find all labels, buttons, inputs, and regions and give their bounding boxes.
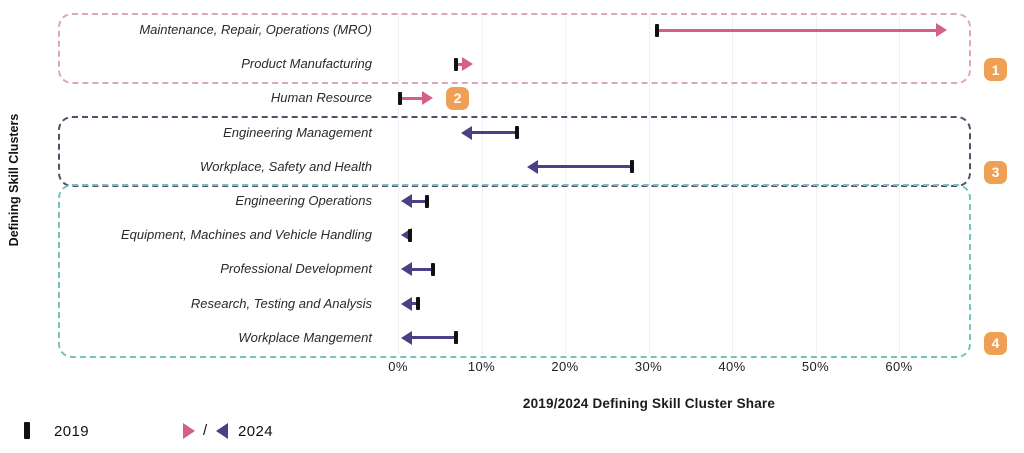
row-label: Product Manufacturing [0,56,372,71]
arrow-2024-head-icon [461,126,472,140]
tick-2019-marker [431,263,435,276]
legend-2019-marker-icon [24,422,30,439]
tick-2019-marker [515,126,519,139]
tick-2019-marker [630,160,634,173]
arrow-2024-line [536,165,631,168]
x-axis-title: 2019/2024 Defining Skill Cluster Share [523,396,775,411]
tick-2019-marker [398,92,402,105]
tick-2019-marker [655,24,659,37]
arrow-2024-head-icon [401,297,412,311]
row-label: Maintenance, Repair, Operations (MRO) [0,22,372,37]
row-label: Engineering Operations [0,193,372,208]
x-tick-label: 10% [468,359,495,374]
x-tick-label: 40% [718,359,745,374]
tick-2019-marker [454,58,458,71]
x-tick-label: 30% [635,359,662,374]
group-badge-1: 1 [984,58,1007,81]
row-label: Workplace, Safety and Health [0,159,372,174]
row-label: Equipment, Machines and Vehicle Handling [0,227,372,242]
arrow-2024-head-icon [527,160,538,174]
row-label: Research, Testing and Analysis [0,296,372,311]
arrow-2024-line [410,336,457,339]
arrow-2024-line [400,97,424,100]
arrow-2024-line [470,131,517,134]
x-tick-label: 50% [802,359,829,374]
group-badge-4: 4 [984,332,1007,355]
tick-2019-marker [408,229,412,242]
legend-2024-label: 2024 [238,423,273,440]
legend-decrease-arrow-icon [216,423,228,439]
arrow-2024-head-icon [401,194,412,208]
skill-cluster-share-chart: Defining Skill Clusters 0%10%20%30%40%50… [0,0,1024,453]
arrow-2024-head-icon [401,262,412,276]
row-label: Engineering Management [0,125,372,140]
arrow-2024-head-icon [462,57,473,71]
tick-2019-marker [454,331,458,344]
arrow-2024-line [657,29,938,32]
tick-2019-marker [416,297,420,310]
legend-separator: / [203,422,207,439]
legend: 2019 / 2024 [0,414,1024,450]
group-badge-3: 3 [984,161,1007,184]
legend-increase-arrow-icon [183,423,195,439]
tick-2019-marker [425,195,429,208]
x-tick-label: 60% [885,359,912,374]
arrow-2024-head-icon [401,331,412,345]
x-tick-label: 0% [388,359,408,374]
row-label: Professional Development [0,261,372,276]
arrow-2024-line [410,268,434,271]
x-tick-label: 20% [551,359,578,374]
row-label: Human Resource [0,90,372,105]
arrow-2024-head-icon [422,91,433,105]
legend-2019-label: 2019 [54,423,89,440]
row-label: Workplace Mangement [0,330,372,345]
arrow-2024-head-icon [936,23,947,37]
group-badge-2: 2 [446,87,469,110]
